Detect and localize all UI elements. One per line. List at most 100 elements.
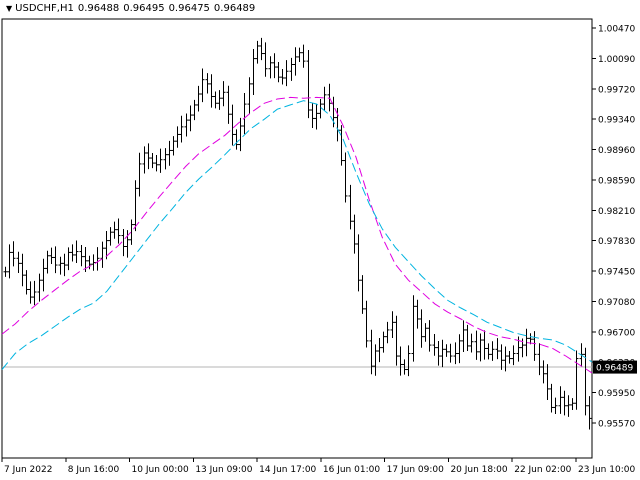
- close-value: 0.96489: [213, 3, 256, 14]
- price-bar: [121, 228, 126, 257]
- price-bar: [465, 324, 470, 351]
- price-bar: [234, 129, 239, 150]
- price-bar: [306, 50, 311, 119]
- price-bar: [364, 300, 369, 348]
- price-bar: [427, 320, 432, 352]
- price-bar: [32, 280, 37, 306]
- price-bar: [541, 360, 546, 384]
- collapse-triangle-icon[interactable]: ▼: [6, 4, 13, 13]
- price-bar: [352, 214, 357, 254]
- price-bar: [192, 99, 197, 121]
- price-bar: [503, 346, 508, 372]
- price-bar: [419, 309, 424, 348]
- price-bar: [402, 359, 407, 375]
- price-bar: [24, 270, 29, 295]
- x-tick-label: 22 Jun 02:00: [514, 465, 571, 475]
- last-price-tag: 0.96489: [593, 360, 637, 374]
- price-bar: [310, 103, 315, 129]
- price-bar: [62, 253, 67, 277]
- price-bar: [440, 339, 445, 368]
- price-bar: [343, 152, 348, 203]
- y-tick-label: 1.00090: [598, 55, 635, 65]
- price-bar: [3, 266, 8, 277]
- open-value: 0.96488: [77, 3, 120, 14]
- x-tick-label: 16 Jun 01:00: [323, 465, 380, 475]
- x-axis: 7 Jun 2022 8 Jun 16:00 10 Jun 00:00 13 Jun …: [1, 458, 635, 475]
- price-bar: [230, 104, 235, 146]
- price-bar: [570, 398, 575, 410]
- price-bar: [83, 247, 88, 272]
- price-bar: [7, 244, 12, 279]
- price-bar: [490, 341, 495, 361]
- price-bar: [385, 321, 390, 344]
- price-bar: [146, 143, 151, 170]
- slow-ma-line: [1, 100, 593, 370]
- price-bar: [37, 273, 42, 302]
- price-bar: [423, 323, 428, 342]
- price-bar: [167, 140, 172, 166]
- price-bar: [28, 281, 33, 304]
- price-bar: [574, 350, 579, 410]
- price-bar: [327, 83, 332, 112]
- price-bar: [116, 218, 121, 244]
- price-bar: [133, 180, 138, 232]
- price-bar: [221, 81, 226, 107]
- price-bar: [247, 77, 252, 114]
- price-bar: [268, 56, 273, 79]
- price-bar: [163, 148, 168, 170]
- price-bar: [495, 338, 500, 360]
- price-bar: [184, 113, 189, 137]
- price-bar: [293, 47, 298, 76]
- y-tick-label: 0.99720: [598, 85, 635, 95]
- price-bar: [549, 383, 554, 413]
- price-bar: [566, 395, 571, 417]
- price-bar: [171, 136, 176, 156]
- y-tick-label: 0.95950: [598, 389, 635, 399]
- price-bar: [583, 347, 588, 416]
- price-bar: [448, 343, 453, 363]
- price-bar: [280, 69, 285, 85]
- price-bar: [415, 299, 420, 329]
- price-bar: [528, 333, 533, 345]
- price-bar: [444, 344, 449, 357]
- price-bar: [356, 234, 361, 292]
- price-bar: [339, 125, 344, 166]
- price-bar: [322, 86, 327, 111]
- price-bar: [314, 103, 319, 130]
- price-bars: [3, 37, 592, 430]
- price-bar: [289, 57, 294, 81]
- price-bar: [238, 117, 243, 152]
- price-bar: [91, 254, 96, 271]
- fast-ma-line: [1, 96, 593, 374]
- price-bar: [394, 315, 399, 366]
- price-bar: [242, 92, 247, 135]
- price-bar: [360, 275, 365, 314]
- price-bar: [112, 221, 117, 239]
- symbol-header: ▼ USDCHF,H1 0.96488 0.96495 0.96475 0.96489: [6, 3, 259, 14]
- x-tick-label: 14 Jun 17:00: [259, 465, 316, 475]
- price-bar: [154, 154, 159, 172]
- price-bar: [499, 344, 504, 370]
- price-bar: [532, 331, 537, 361]
- price-bar: [158, 148, 163, 173]
- price-bar: [87, 255, 92, 270]
- low-value: 0.96475: [168, 3, 210, 14]
- price-bar: [79, 244, 84, 267]
- y-tick-label: 0.98960: [598, 146, 635, 156]
- price-bar: [53, 246, 58, 274]
- last-price-tag-bg: [593, 360, 637, 374]
- price-bar: [373, 344, 378, 376]
- price-bar: [406, 345, 411, 377]
- price-bar: [129, 219, 134, 245]
- price-bar: [411, 295, 416, 362]
- y-tick-label: 0.97080: [598, 298, 635, 308]
- price-bar: [104, 231, 109, 260]
- price-bar: [348, 184, 353, 230]
- y-axis: 1.00470 1.00090 0.99720 0.99340 0.98960 0.985…: [592, 25, 635, 430]
- price-bar: [511, 345, 516, 366]
- price-bar: [381, 331, 386, 353]
- y-tick-label: 0.98590: [598, 176, 635, 186]
- price-bar: [251, 48, 256, 96]
